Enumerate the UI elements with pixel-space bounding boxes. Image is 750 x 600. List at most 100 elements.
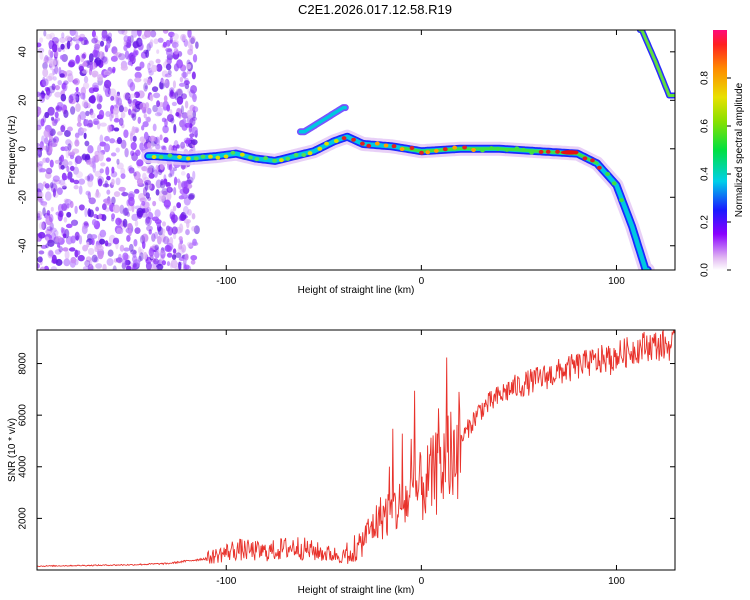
noise-dot <box>154 219 162 225</box>
noise-dot <box>139 235 146 244</box>
noise-dot <box>181 244 187 253</box>
noise-dot <box>193 225 200 235</box>
noise-dot <box>143 251 148 260</box>
chart-title: C2E1.2026.017.12.58.R19 <box>298 2 452 17</box>
noise-dot <box>155 58 161 64</box>
ridge-spot <box>366 143 372 148</box>
noise-dot <box>98 109 105 120</box>
noise-dot <box>84 140 90 147</box>
noise-dot <box>128 228 132 237</box>
noise-dot <box>87 263 94 270</box>
noise-dot <box>74 155 82 165</box>
ridge-spot <box>471 147 476 152</box>
noise-dot <box>185 229 190 236</box>
colorbar-ticks: 0.0 0.2 0.4 0.6 0.8 <box>700 71 731 277</box>
noise-dot <box>103 70 111 76</box>
noise-dot <box>81 224 88 235</box>
ridge-spot <box>158 155 164 160</box>
noise-dot <box>106 157 112 162</box>
noise-dot <box>64 198 72 206</box>
noise-dot <box>173 176 178 186</box>
noise-dot <box>156 100 161 108</box>
noise-dot <box>54 91 62 98</box>
noise-dot <box>69 178 75 183</box>
colorbar-label: Normalized spectral amplitude <box>734 82 745 217</box>
noise-dot <box>151 233 156 242</box>
noise-dot <box>64 159 68 165</box>
noise-dot <box>169 91 177 99</box>
noise-dot <box>136 207 144 218</box>
noise-dot <box>70 256 77 264</box>
noise-dot <box>178 82 186 87</box>
noise-dot <box>134 220 139 227</box>
noise-dot <box>49 58 57 67</box>
noise-dot <box>168 31 175 38</box>
noise-dot <box>112 237 120 245</box>
noise-dot <box>82 61 88 67</box>
noise-dot <box>168 173 173 178</box>
noise-dot <box>179 188 185 195</box>
noise-dot <box>166 191 172 201</box>
noise-dot <box>86 241 90 248</box>
noise-dot <box>98 213 102 220</box>
branch-cyan-line <box>298 105 348 134</box>
noise-dot <box>167 226 173 236</box>
noise-dot <box>59 54 65 60</box>
ridge-spot <box>167 153 173 158</box>
noise-dot <box>176 59 183 69</box>
noise-dot <box>139 248 144 255</box>
noise-dot <box>135 128 139 133</box>
noise-dot <box>149 183 155 191</box>
noise-dot <box>176 144 180 149</box>
noise-dot <box>82 244 89 252</box>
noise-dot <box>85 256 92 262</box>
noise-dot <box>110 152 117 157</box>
noise-dot <box>176 96 184 105</box>
noise-dot <box>144 85 148 90</box>
ridge-spot <box>504 147 510 152</box>
spectrogram-x-label: Height of straight line (km) <box>298 285 415 296</box>
noise-dot <box>60 125 66 133</box>
noise-dot <box>50 266 58 270</box>
noise-dot <box>178 242 183 250</box>
noise-dot <box>136 30 142 37</box>
noise-dot <box>124 50 130 60</box>
noise-dot <box>106 189 111 195</box>
noise-dot <box>146 78 152 86</box>
noise-dot <box>49 159 54 168</box>
noise-dot <box>138 38 143 46</box>
noise-dot <box>112 265 117 270</box>
noise-dot <box>91 70 99 78</box>
noise-dot <box>190 255 198 261</box>
noise-dot <box>57 102 63 107</box>
noise-dot <box>68 140 73 148</box>
ridge-spot <box>538 149 544 154</box>
noise-dot <box>82 82 90 89</box>
noise-dot <box>163 95 168 103</box>
noise-dot <box>153 38 159 45</box>
noise-dot <box>106 40 111 49</box>
noise-dot <box>159 164 164 171</box>
noise-dot <box>139 252 144 262</box>
noise-dot <box>62 247 69 252</box>
noise-dot <box>124 258 129 268</box>
noise-dot <box>121 30 128 36</box>
noise-dot <box>156 63 163 72</box>
noise-dot <box>51 43 58 53</box>
noise-dot <box>58 246 63 253</box>
noise-dot <box>45 216 53 226</box>
noise-dot <box>115 177 121 186</box>
noise-dot <box>123 92 130 101</box>
noise-dot <box>187 209 192 216</box>
noise-dot <box>191 139 198 146</box>
noise-dot <box>97 144 102 153</box>
noise-dot <box>152 200 157 207</box>
noise-dot <box>193 130 198 138</box>
noise-dot <box>162 41 167 48</box>
noise-dot <box>147 165 155 174</box>
noise-dot <box>116 137 123 145</box>
noise-dot <box>75 54 81 64</box>
noise-dot <box>83 75 89 84</box>
noise-dot <box>154 244 159 251</box>
